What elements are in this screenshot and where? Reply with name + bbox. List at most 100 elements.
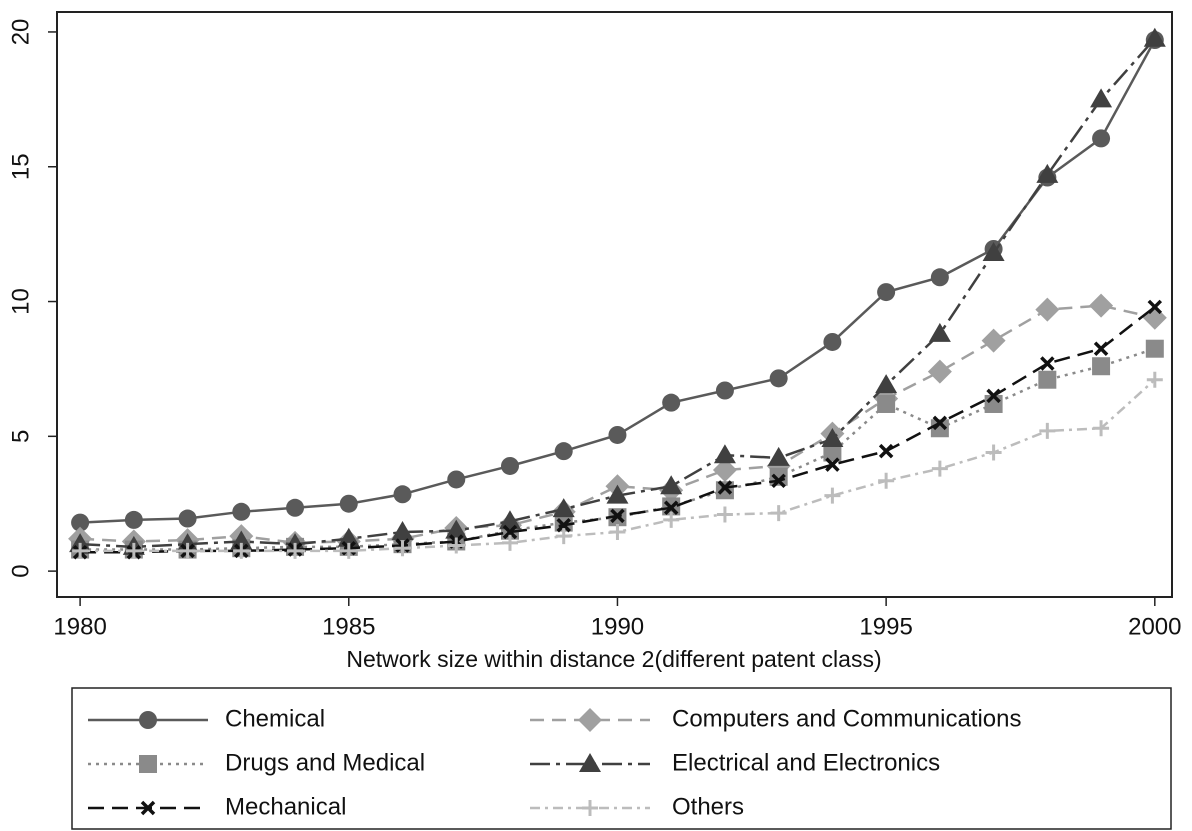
x-tick-label: 1995 bbox=[859, 613, 912, 640]
x-tick-label: 1990 bbox=[591, 613, 644, 640]
marker bbox=[663, 500, 679, 516]
series-line bbox=[80, 304, 1156, 545]
marker bbox=[448, 537, 465, 554]
x-tick-label: 1980 bbox=[53, 613, 106, 640]
marker bbox=[928, 322, 951, 342]
marker bbox=[339, 494, 358, 513]
series bbox=[72, 299, 1163, 560]
marker bbox=[606, 484, 629, 504]
y-tick-label: 15 bbox=[7, 153, 34, 180]
marker bbox=[554, 442, 573, 461]
marker bbox=[608, 425, 627, 444]
marker bbox=[927, 359, 952, 384]
marker bbox=[393, 485, 412, 504]
marker bbox=[1092, 357, 1111, 376]
legend-label: Mechanical bbox=[225, 793, 346, 820]
legend-label: Drugs and Medical bbox=[225, 749, 425, 776]
marker bbox=[825, 457, 840, 472]
marker bbox=[770, 505, 787, 522]
marker bbox=[71, 513, 90, 532]
marker bbox=[982, 242, 1005, 262]
marker bbox=[1090, 88, 1113, 108]
marker bbox=[981, 328, 1006, 353]
marker bbox=[1093, 341, 1109, 356]
marker bbox=[986, 388, 1001, 404]
marker bbox=[877, 283, 896, 302]
marker bbox=[502, 524, 518, 540]
marker bbox=[1145, 339, 1164, 358]
marker bbox=[556, 518, 571, 533]
marker bbox=[771, 473, 786, 489]
series bbox=[71, 31, 1164, 532]
marker bbox=[391, 521, 414, 541]
marker bbox=[139, 755, 157, 773]
marker bbox=[1143, 27, 1166, 47]
marker bbox=[139, 711, 157, 729]
x-tick-label: 1985 bbox=[322, 613, 375, 640]
marker bbox=[1038, 370, 1057, 389]
marker bbox=[286, 498, 305, 517]
marker bbox=[932, 415, 948, 431]
marker bbox=[287, 542, 304, 559]
marker bbox=[609, 524, 626, 541]
legend-label: Electrical and Electronics bbox=[672, 749, 940, 776]
marker bbox=[1093, 420, 1110, 437]
marker bbox=[233, 542, 250, 559]
marker bbox=[1036, 163, 1059, 183]
marker bbox=[447, 470, 466, 489]
marker bbox=[125, 542, 142, 559]
marker bbox=[124, 510, 143, 529]
plot-frame bbox=[56, 11, 1173, 598]
marker bbox=[394, 540, 411, 557]
marker bbox=[555, 528, 572, 545]
marker bbox=[232, 502, 251, 521]
marker bbox=[877, 394, 896, 413]
marker bbox=[1147, 299, 1163, 315]
marker bbox=[713, 444, 736, 464]
y-tick-label: 20 bbox=[7, 19, 34, 46]
legend-frame bbox=[71, 687, 1172, 830]
marker bbox=[823, 332, 842, 351]
y-tick-label: 0 bbox=[7, 564, 34, 577]
marker bbox=[931, 460, 948, 477]
marker bbox=[500, 456, 519, 475]
marker bbox=[878, 443, 894, 459]
marker bbox=[1040, 356, 1055, 371]
marker bbox=[662, 393, 681, 412]
marker bbox=[985, 444, 1002, 461]
marker bbox=[663, 511, 680, 528]
marker bbox=[552, 498, 575, 518]
marker bbox=[178, 509, 197, 528]
y-tick-label: 5 bbox=[7, 430, 34, 443]
marker bbox=[1035, 297, 1060, 322]
marker bbox=[578, 708, 602, 732]
marker bbox=[498, 510, 521, 530]
marker bbox=[717, 480, 733, 495]
marker bbox=[579, 753, 601, 772]
marker bbox=[179, 542, 196, 559]
marker bbox=[930, 268, 949, 287]
marker bbox=[1039, 422, 1056, 439]
marker bbox=[445, 519, 468, 539]
marker bbox=[767, 446, 790, 466]
marker bbox=[582, 800, 598, 816]
marker bbox=[821, 428, 844, 448]
marker bbox=[72, 542, 89, 559]
x-tick-label: 2000 bbox=[1128, 613, 1181, 640]
marker bbox=[1092, 129, 1111, 148]
series bbox=[72, 371, 1163, 559]
marker bbox=[501, 534, 518, 551]
legend-label: Others bbox=[672, 793, 744, 820]
marker bbox=[1089, 293, 1114, 318]
marker bbox=[824, 487, 841, 504]
marker bbox=[875, 374, 898, 394]
marker bbox=[930, 419, 949, 438]
marker bbox=[1146, 371, 1163, 388]
marker bbox=[340, 542, 357, 559]
series-line bbox=[80, 37, 1156, 549]
marker bbox=[769, 369, 788, 388]
marker bbox=[712, 458, 737, 483]
marker bbox=[140, 800, 156, 816]
y-tick-label: 10 bbox=[7, 288, 34, 315]
